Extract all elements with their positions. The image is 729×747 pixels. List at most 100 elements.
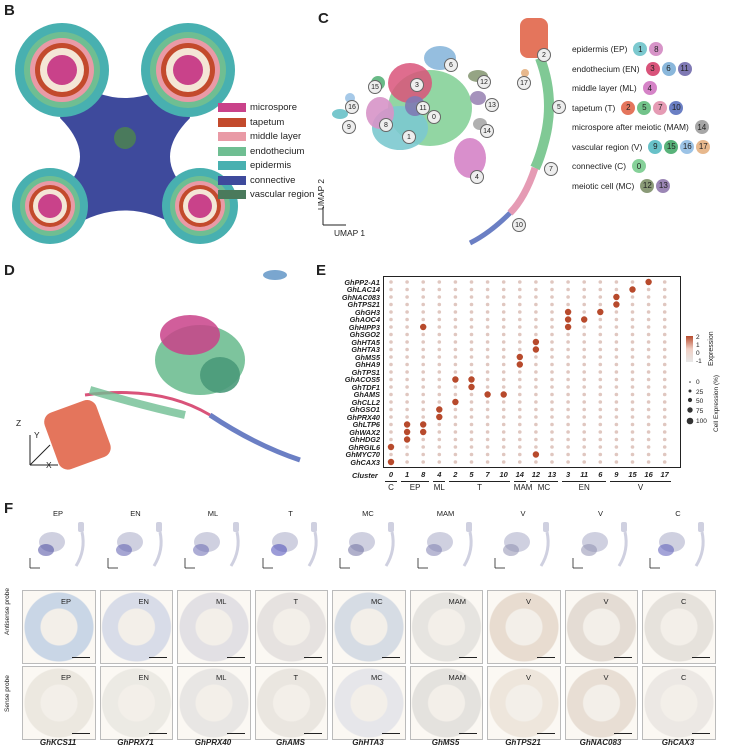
f-column-title: C [675, 509, 681, 518]
dotplot-dot [630, 317, 635, 322]
dotplot-dot [566, 355, 570, 359]
dotplot-dot [614, 460, 619, 464]
dotplot-dot [403, 421, 411, 428]
dotplot-dot [566, 377, 570, 382]
umap-cluster-label: 1 [402, 130, 416, 144]
dotplot-dot [437, 340, 442, 344]
dotplot-dot [469, 452, 474, 457]
dotplot-dot [614, 347, 619, 352]
umap-cluster-label: 13 [485, 98, 499, 112]
dotplot-dot [630, 452, 635, 457]
dotplot-dot [421, 392, 425, 397]
dotplot-dot [566, 452, 570, 457]
dotplot-dot [598, 392, 603, 397]
sense-photo: EP [22, 666, 96, 740]
dotplot-dot [389, 332, 393, 337]
legend-swatch [218, 190, 246, 199]
dotplot-dot [437, 392, 442, 397]
dotplot-dot [437, 332, 442, 337]
sense-photo: V [487, 666, 561, 740]
dotplot-dot [469, 332, 474, 337]
dotplot-dot [387, 458, 395, 466]
cluster-tick-label: 1 [405, 470, 410, 479]
dotplot-dot [598, 287, 603, 292]
umap-cluster-label: 11 [416, 101, 430, 115]
dotplot-dot [532, 451, 540, 458]
size-title: Cell Expression (%) [713, 374, 720, 432]
dotplot-dot [501, 317, 506, 322]
legend-c-label: middle layer (ML) [572, 83, 637, 93]
dotplot-dot [614, 430, 619, 434]
dotplot-dot [437, 460, 442, 464]
dotplot-dot [630, 370, 635, 374]
dotplot-dot [534, 280, 538, 284]
dotplot-dot [614, 377, 619, 382]
dotplot-dot [469, 317, 474, 322]
dotplot-dot [582, 280, 586, 284]
dotplot-dot [614, 437, 619, 442]
group-bracket [562, 481, 607, 482]
dotplot-dot [534, 385, 538, 389]
mini-umap [417, 522, 473, 569]
dotplot-dot [646, 370, 651, 374]
dotplot-dot [646, 302, 651, 307]
dotplot-dot [453, 460, 458, 464]
dotplot-dot [485, 317, 490, 322]
scale-bar [614, 657, 632, 658]
dotplot-dot [453, 295, 458, 299]
dotplot-dot [405, 347, 409, 352]
group-label: C [388, 483, 394, 492]
dotplot-dot [405, 407, 409, 412]
gene-label: GhHIPP3 [348, 322, 380, 332]
dotplot-dot [387, 443, 395, 451]
dotplot-dot [581, 316, 588, 323]
photo-label: EN [138, 673, 149, 682]
sense-photo: V [564, 666, 638, 740]
dotplot-dot [501, 362, 506, 367]
dotplot-dot [518, 295, 522, 299]
dotplot-dots [387, 278, 667, 466]
dotplot-dot [662, 280, 667, 284]
umap-cluster-label: 5 [552, 100, 566, 114]
dotplot-dot [582, 430, 586, 434]
dotplot-dot [453, 422, 458, 427]
dotplot-dot [614, 400, 619, 404]
dotplot-dot [468, 376, 475, 383]
dotplot-dot [518, 310, 522, 314]
dotplot-dot [501, 437, 506, 442]
umap-cluster-label: 14 [480, 124, 494, 138]
dotplot-dot [598, 400, 603, 404]
umap-cluster-label: 17 [517, 76, 531, 90]
dotplot-dot [469, 302, 474, 307]
dotplot-dot [630, 302, 635, 307]
dotplot-dot [598, 325, 603, 329]
dotplot-dot [437, 385, 442, 389]
dotplot-dot [485, 370, 490, 374]
size-ticks: 0 25 50 75 100 [696, 379, 707, 425]
dotplot-dot [485, 400, 490, 404]
dotplot-dot [389, 317, 393, 322]
dotplot-dot [534, 362, 538, 367]
dotplot-dot [469, 392, 474, 397]
dotplot-dot [550, 325, 554, 329]
dotplot-dot [534, 310, 538, 314]
dotplot-dot [614, 325, 619, 329]
legend-label: connective [250, 174, 296, 186]
dotplot-dot [453, 287, 458, 292]
photo-label: V [526, 673, 532, 682]
dotplot-dot [437, 317, 442, 322]
photo-label: V [603, 673, 609, 682]
dotplot-dot [613, 301, 620, 308]
dotplot-dot [598, 460, 603, 464]
dotplot-dot [598, 407, 603, 412]
dotplot-dot [405, 377, 409, 382]
umap-cluster-label: 0 [427, 110, 441, 124]
gene-label: GhLAC14 [346, 285, 380, 294]
gene-label: GhPRX40 [346, 412, 380, 422]
dotplot-dot [614, 392, 619, 397]
dotplot-dot [389, 310, 393, 314]
dotplot-dot [518, 407, 522, 412]
f-gene-label: GhCAX3 [661, 738, 695, 747]
umap-axis-arrows [322, 207, 346, 226]
antisense-photo: V [487, 590, 561, 664]
